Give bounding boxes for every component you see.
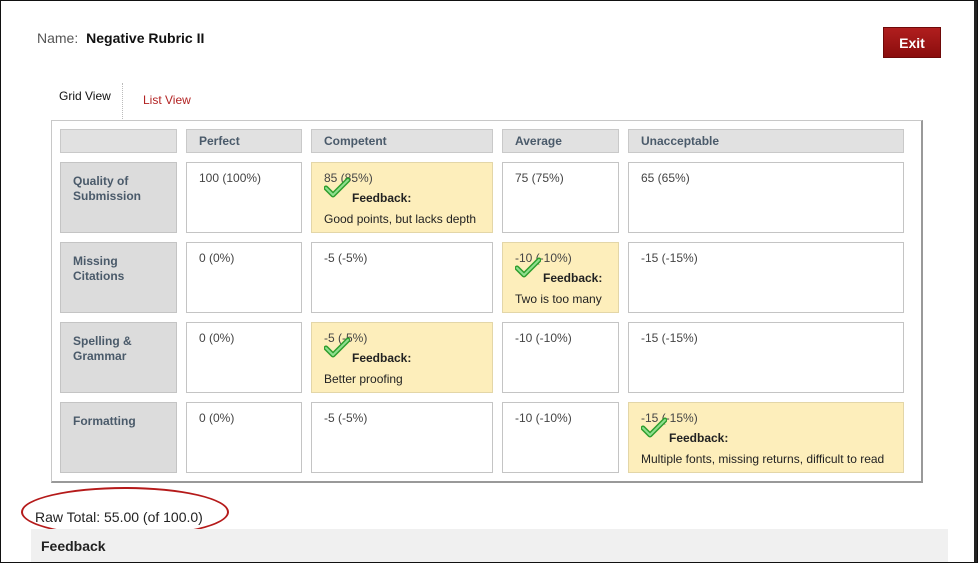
- rubric-cell[interactable]: -15 (-15%): [628, 242, 904, 313]
- row-label-formatting: Formatting: [60, 402, 177, 473]
- row-label-citations: Missing Citations: [60, 242, 177, 313]
- rubric-name: Name: Negative Rubric II: [37, 30, 204, 46]
- feedback-label: Feedback:: [352, 191, 412, 205]
- rubric-cell[interactable]: 0 (0%): [186, 322, 302, 393]
- checkmark-icon: [641, 417, 667, 438]
- rubric-cell[interactable]: 0 (0%): [186, 402, 302, 473]
- header-corner: [60, 129, 177, 153]
- rubric-cell[interactable]: 0 (0%): [186, 242, 302, 313]
- feedback-label: Feedback:: [352, 351, 412, 365]
- feedback-label: Feedback:: [543, 271, 603, 285]
- feedback-section: Feedback: [31, 529, 948, 562]
- feedback-text: Multiple fonts, missing returns, difficu…: [641, 452, 885, 466]
- column-header-perfect: Perfect: [186, 129, 302, 153]
- rubric-cell[interactable]: 75 (75%): [502, 162, 619, 233]
- column-header-average: Average: [502, 129, 619, 153]
- column-header-competent: Competent: [311, 129, 493, 153]
- rubric-cell[interactable]: -5 (-5%): [311, 242, 493, 313]
- feedback-text: Better proofing: [324, 372, 403, 386]
- tab-list-view[interactable]: List View: [143, 93, 191, 107]
- feedback-text: Good points, but lacks depth: [324, 212, 477, 226]
- cell-score: -5 (-5%): [324, 331, 368, 345]
- rubric-name-value: Negative Rubric II: [86, 30, 205, 46]
- cell-score: -10 (-10%): [515, 251, 572, 265]
- cell-score: 65 (65%): [641, 171, 690, 185]
- cell-score: -5 (-5%): [324, 411, 368, 425]
- rubric-cell[interactable]: -10 (-10%): [502, 322, 619, 393]
- checkmark-icon: [324, 337, 350, 358]
- cell-score: 0 (0%): [199, 411, 235, 425]
- rubric-cell[interactable]: -10 (-10%): [502, 402, 619, 473]
- row-label-quality: Quality of Submission: [60, 162, 177, 233]
- exit-button[interactable]: Exit: [883, 27, 941, 58]
- cell-score: -10 (-10%): [515, 331, 572, 345]
- tab-grid-view[interactable]: Grid View: [49, 83, 123, 119]
- cell-score: -15 (-15%): [641, 251, 698, 265]
- name-label: Name:: [37, 30, 79, 46]
- feedback-text: Two is too many: [515, 292, 602, 306]
- rubric-cell[interactable]: -15 (-15%): [628, 322, 904, 393]
- cell-score: 100 (100%): [199, 171, 262, 185]
- checkmark-icon: [324, 177, 350, 198]
- cell-score: -15 (-15%): [641, 331, 698, 345]
- rubric-cell-selected[interactable]: -10 (-10%) Feedback: Two is too many: [502, 242, 619, 313]
- rubric-cell[interactable]: 100 (100%): [186, 162, 302, 233]
- checkmark-icon: [515, 257, 541, 278]
- cell-score: 0 (0%): [199, 251, 235, 265]
- feedback-section-title: Feedback: [41, 538, 106, 554]
- rubric-cell-selected[interactable]: -5 (-5%) Feedback: Better proofing: [311, 322, 493, 393]
- row-label-spelling: Spelling & Grammar: [60, 322, 177, 393]
- feedback-label: Feedback:: [669, 431, 729, 445]
- cell-score: -5 (-5%): [324, 251, 368, 265]
- cell-score: 75 (75%): [515, 171, 564, 185]
- rubric-cell[interactable]: 65 (65%): [628, 162, 904, 233]
- rubric-cell-selected[interactable]: -15 (-15%) Feedback: Multiple fonts, mis…: [628, 402, 904, 473]
- cell-score: 0 (0%): [199, 331, 235, 345]
- cell-score: -15 (-15%): [641, 411, 698, 425]
- column-header-unacceptable: Unacceptable: [628, 129, 904, 153]
- cell-score: -10 (-10%): [515, 411, 572, 425]
- rubric-cell-selected[interactable]: 85 (85%) Feedback: Good points, but lack…: [311, 162, 493, 233]
- rubric-cell[interactable]: -5 (-5%): [311, 402, 493, 473]
